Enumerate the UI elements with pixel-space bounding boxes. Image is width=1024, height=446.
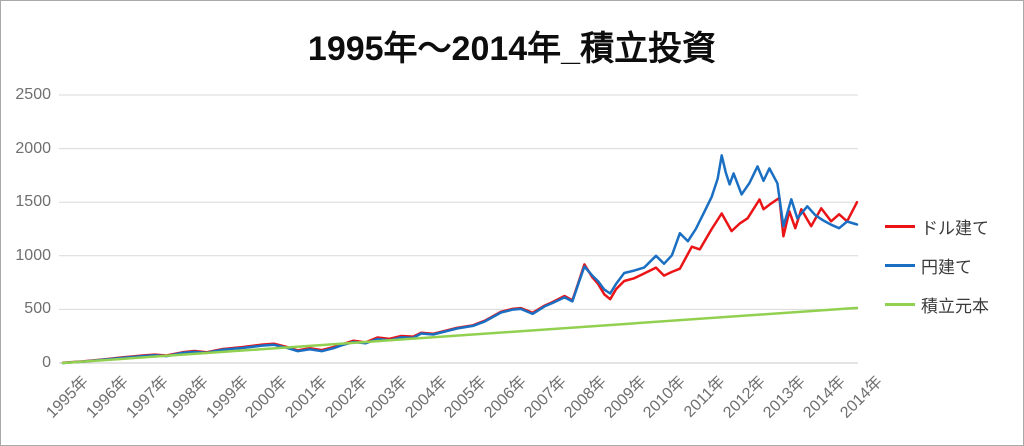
y-tick-label: 0 bbox=[42, 354, 51, 371]
legend-item-principal: 積立元本 bbox=[885, 292, 989, 317]
legend-item-jpy: 円建て bbox=[885, 253, 989, 278]
y-tick-label: 500 bbox=[24, 300, 51, 318]
y-tick-label: 1000 bbox=[15, 246, 51, 264]
chart-title: 1995年～2014年_積立投資 bbox=[307, 30, 717, 68]
y-tick-label: 2000 bbox=[15, 139, 51, 157]
legend-swatch-principal bbox=[885, 303, 915, 306]
y-tick-label: 1500 bbox=[15, 193, 51, 211]
series-line-jpy bbox=[61, 154, 859, 365]
legend-label-jpy: 円建て bbox=[921, 258, 972, 277]
series-line-usd bbox=[61, 196, 859, 365]
legend-item-usd: ドル建て bbox=[885, 214, 989, 239]
legend-label-principal: 積立元本 bbox=[921, 297, 989, 316]
y-tick-label: 2500 bbox=[15, 86, 51, 103]
legend-label-usd: ドル建て bbox=[921, 219, 989, 238]
legend-swatch-jpy bbox=[885, 264, 915, 267]
series-line-principal bbox=[61, 306, 859, 365]
legend-swatch-usd bbox=[885, 225, 915, 228]
legend: ドル建て円建て積立元本 bbox=[885, 214, 989, 317]
